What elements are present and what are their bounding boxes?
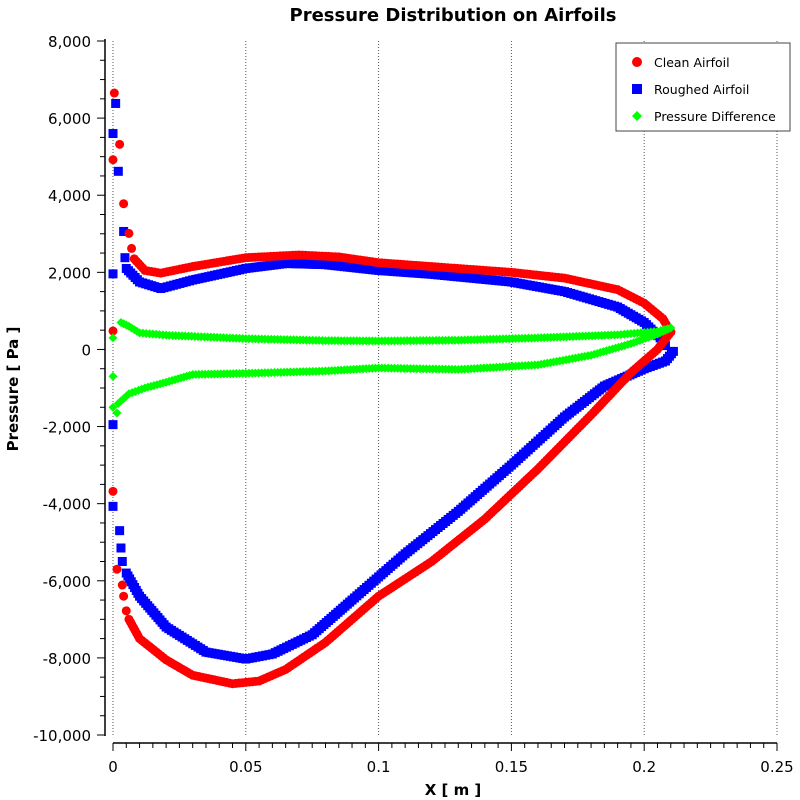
data-point-diamond [108,402,118,412]
y-tick-label: -8,000 [43,650,91,668]
data-point-square [108,129,118,139]
y-tick-label: -2,000 [43,419,91,437]
series-roughed-airfoil [108,98,678,664]
chart-title: Pressure Distribution on Airfoils [290,5,617,26]
legend-label: Roughed Airfoil [654,82,749,97]
x-tick-label: 0.25 [760,758,793,776]
legend-box [615,42,791,132]
data-point-square [120,253,130,263]
y-tick-label: -6,000 [43,573,91,591]
data-point-circle [108,326,118,336]
y-tick-label: 4,000 [48,187,91,205]
legend-label: Clean Airfoil [654,55,730,70]
data-marks [108,88,678,689]
data-point-circle [115,139,125,149]
data-point-square [113,166,123,176]
data-point-square [115,526,125,536]
data-point-circle [127,243,137,253]
legend-diamond-icon [632,111,642,121]
data-point-square [668,346,678,356]
y-tick-label: 8,000 [48,33,91,51]
data-point-circle [117,580,127,590]
series-pressure-difference [108,317,676,418]
legend-item: Roughed Airfoil [632,82,749,97]
data-point-circle [109,88,119,98]
x-tick-label: 0.2 [632,758,656,776]
data-point-square [111,98,121,108]
data-point-circle [112,564,122,574]
data-point-circle [119,591,129,601]
x-axis-label: X [ m ] [425,781,482,799]
legend: Clean Airfoil Roughed Airfoil Pressure Dif… [615,42,791,132]
data-point-circle [108,486,118,496]
y-tick-label: 2,000 [48,264,91,282]
legend-item: Pressure Difference [632,109,776,124]
data-point-square [108,501,118,511]
y-tick-label: 0 [81,341,91,359]
data-point-square [108,420,118,430]
data-point-circle [108,155,118,165]
data-point-diamond [666,323,676,333]
data-point-circle [119,199,129,209]
data-point-diamond [108,371,118,381]
data-point-circle [124,228,134,238]
axes [104,39,777,744]
y-axis-label: Pressure [ Pa ] [4,327,22,452]
series-clean-airfoil [108,88,676,689]
legend-circle-icon [632,57,642,67]
legend-square-icon [632,84,642,94]
x-tick-label: 0 [108,758,118,776]
x-axis-ticks: 0 0.05 0.1 0.15 0.2 0.25 [108,743,794,776]
data-point-circle [121,606,131,616]
y-tick-label: 6,000 [48,110,91,128]
data-point-square [119,226,129,236]
legend-item: Clean Airfoil [632,55,730,70]
y-axis-ticks: 8,000 6,000 4,000 2,000 0 -2,000 -4,000 -6,000 -… [33,33,105,745]
data-point-square [116,543,126,553]
y-tick-label: -4,000 [43,496,91,514]
x-tick-label: 0.1 [367,758,391,776]
data-point-square [108,269,118,279]
data-point-diamond [112,408,122,418]
legend-label: Pressure Difference [654,109,776,124]
x-tick-label: 0.05 [229,758,262,776]
y-tick-label: -10,000 [33,727,91,745]
data-point-diamond [108,333,118,343]
x-tick-label: 0.15 [495,758,528,776]
grid-lines [112,41,778,737]
data-point-square [117,557,127,566]
